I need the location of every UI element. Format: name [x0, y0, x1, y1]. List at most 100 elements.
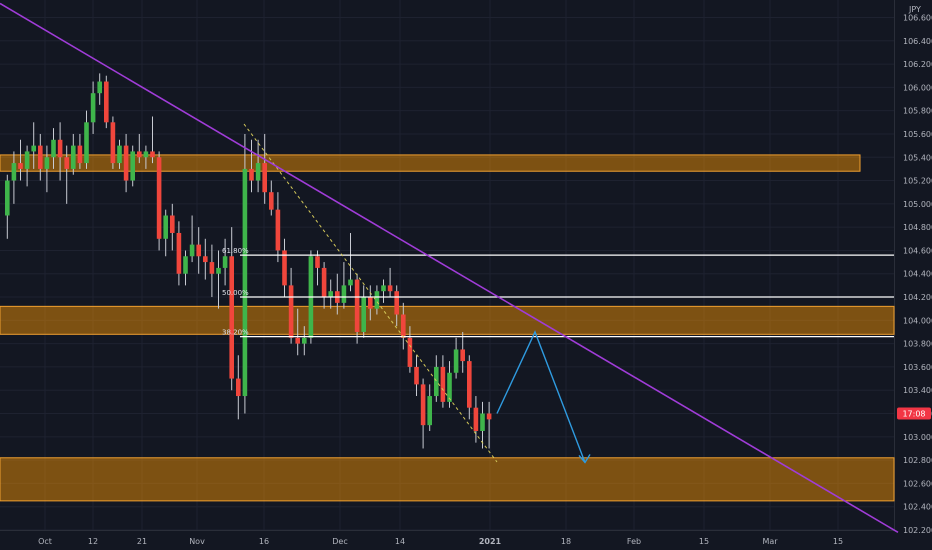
price-tick-label: 106.600: [903, 13, 932, 22]
candle[interactable]: [368, 285, 373, 321]
candle[interactable]: [44, 145, 50, 193]
candle[interactable]: [328, 279, 333, 309]
candle[interactable]: [401, 302, 406, 350]
candle[interactable]: [156, 151, 162, 251]
candle-body: [176, 232, 182, 274]
candle-body: [117, 145, 122, 164]
time-tick-label: 12: [88, 537, 98, 546]
price-tick-label: 102.200: [903, 526, 932, 535]
projection-arrow-icon: [578, 454, 591, 464]
candle-body: [321, 267, 327, 298]
candle[interactable]: [170, 203, 175, 251]
candle[interactable]: [420, 378, 426, 449]
candle-body: [434, 366, 439, 397]
candle[interactable]: [473, 396, 479, 443]
candle[interactable]: [18, 139, 23, 181]
candle[interactable]: [434, 355, 439, 402]
candle[interactable]: [480, 401, 485, 449]
zone-3[interactable]: [0, 457, 895, 502]
candle[interactable]: [24, 145, 30, 187]
time-tick-label: 15: [699, 537, 709, 546]
candle[interactable]: [77, 133, 83, 169]
candle[interactable]: [302, 326, 307, 356]
fib-trend-line[interactable]: [243, 123, 498, 463]
zone-2[interactable]: [0, 305, 895, 335]
candle[interactable]: [460, 331, 465, 373]
candle[interactable]: [176, 221, 182, 286]
candle[interactable]: [381, 279, 386, 303]
candle[interactable]: [137, 133, 142, 164]
candle[interactable]: [51, 128, 56, 169]
candle-body: [453, 349, 459, 373]
candle[interactable]: [295, 308, 300, 356]
candle[interactable]: [262, 133, 267, 204]
candle[interactable]: [407, 326, 413, 373]
candle[interactable]: [90, 81, 96, 134]
candle[interactable]: [57, 122, 63, 181]
candle[interactable]: [447, 361, 452, 408]
candle[interactable]: [236, 355, 241, 420]
candle[interactable]: [84, 110, 89, 169]
candle[interactable]: [387, 267, 393, 298]
candle[interactable]: [467, 355, 472, 420]
candle[interactable]: [341, 262, 347, 309]
candle[interactable]: [315, 250, 320, 286]
candle[interactable]: [486, 401, 492, 449]
candle-body: [348, 279, 353, 286]
candle[interactable]: [203, 238, 208, 280]
price-tick-label: 105.200: [903, 177, 932, 186]
price-tick-label: 104.800: [903, 223, 932, 232]
candle[interactable]: [11, 151, 17, 204]
candle[interactable]: [31, 122, 36, 169]
candle[interactable]: [64, 145, 69, 204]
candle[interactable]: [453, 337, 459, 379]
candle[interactable]: [394, 285, 399, 327]
candle[interactable]: [104, 75, 109, 129]
candle[interactable]: [5, 174, 10, 239]
candle[interactable]: [110, 116, 116, 169]
candle[interactable]: [354, 273, 360, 344]
candle[interactable]: [427, 384, 432, 431]
zone-1[interactable]: [0, 154, 861, 172]
candle[interactable]: [374, 285, 380, 315]
price-tick-label: 104.600: [903, 246, 932, 255]
candle[interactable]: [414, 355, 419, 397]
candle[interactable]: [275, 192, 281, 263]
candle[interactable]: [321, 262, 327, 309]
candle[interactable]: [242, 133, 248, 414]
candle[interactable]: [97, 73, 102, 105]
candle[interactable]: [209, 244, 215, 298]
candle[interactable]: [222, 238, 228, 286]
candle[interactable]: [189, 215, 195, 263]
candle[interactable]: [269, 180, 274, 216]
candle[interactable]: [361, 285, 366, 338]
candle[interactable]: [183, 250, 188, 286]
trendline[interactable]: [0, 2, 899, 534]
candle[interactable]: [130, 145, 135, 187]
time-tick-label: Feb: [627, 537, 641, 546]
candle-body: [104, 81, 109, 123]
candle[interactable]: [163, 209, 168, 257]
candle-body: [57, 139, 63, 158]
candle[interactable]: [123, 133, 129, 193]
candle[interactable]: [282, 238, 287, 298]
candle-body: [407, 337, 413, 367]
candle[interactable]: [216, 250, 221, 309]
candle[interactable]: [117, 139, 122, 169]
candle-body: [394, 291, 399, 315]
candle[interactable]: [229, 227, 234, 391]
candle[interactable]: [440, 355, 446, 408]
candle[interactable]: [196, 227, 201, 274]
candle[interactable]: [150, 116, 155, 164]
candle[interactable]: [71, 133, 76, 175]
time-tick-label: 16: [259, 537, 269, 546]
candle[interactable]: [288, 267, 294, 344]
projection-path[interactable]: [496, 330, 586, 463]
candle[interactable]: [38, 133, 43, 181]
candle[interactable]: [255, 139, 261, 193]
candle[interactable]: [249, 139, 254, 193]
candle[interactable]: [143, 145, 149, 169]
candle[interactable]: [348, 232, 353, 292]
price-tick-label: 105.400: [903, 153, 932, 162]
